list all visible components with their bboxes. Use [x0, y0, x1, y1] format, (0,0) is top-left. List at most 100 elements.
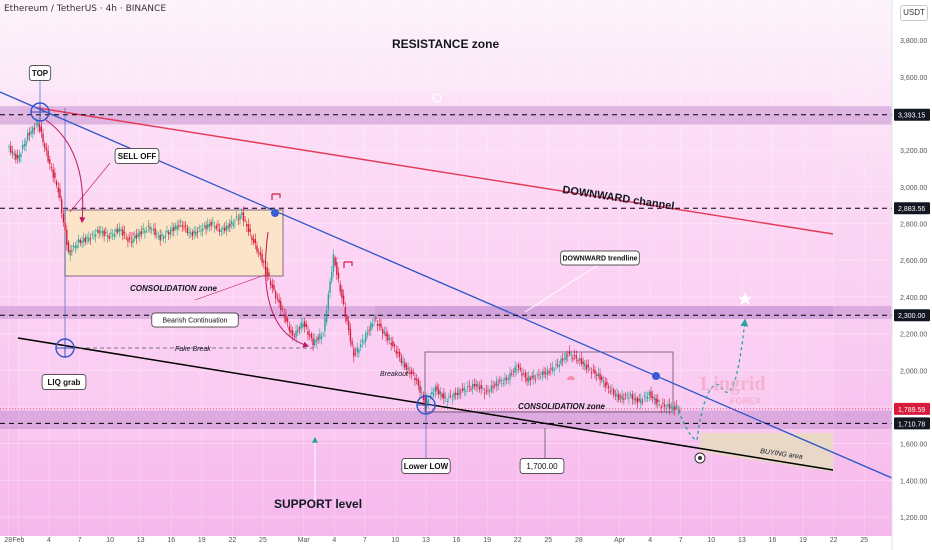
candle-body: [529, 377, 532, 381]
candle-body: [312, 338, 314, 346]
candle-body: [460, 392, 462, 394]
candle-body: [618, 394, 620, 400]
consolidation-zone-1-label: CONSOLIDATION zone: [130, 284, 218, 293]
candle-body: [410, 370, 413, 374]
candle-body: [247, 224, 250, 233]
y-tick-label: 3,800.00: [900, 38, 927, 45]
candle-body: [400, 357, 403, 363]
candle-body: [252, 238, 255, 243]
candle-body: [587, 364, 589, 368]
candle-body: [13, 152, 15, 156]
candle-body: [25, 140, 27, 146]
candle-body: [534, 378, 537, 380]
candle-body: [376, 323, 379, 327]
candle-body: [494, 384, 496, 386]
lower-low-label-box: [401, 458, 451, 474]
candle-body: [517, 364, 520, 368]
candle-body: [446, 401, 448, 403]
candle-body: [320, 336, 323, 340]
candle-body: [342, 295, 345, 305]
candle-body: [132, 239, 134, 243]
candle-body: [614, 394, 617, 396]
candle-body: [305, 323, 307, 327]
candle-body: [592, 369, 594, 371]
candle-body: [575, 355, 577, 359]
support-level-label: SUPPORT level: [274, 497, 362, 511]
candle-body: [570, 354, 572, 356]
candle-body: [395, 350, 397, 354]
candle-body: [419, 385, 421, 393]
candle-body: [213, 226, 216, 228]
candle-body: [123, 231, 126, 234]
candle-body: [638, 398, 640, 401]
candle-body: [341, 289, 343, 298]
candle-body: [516, 369, 518, 371]
candle-body: [480, 384, 482, 389]
candle-body: [670, 407, 673, 408]
candle-body: [302, 323, 304, 328]
touch-point-2: [652, 372, 660, 380]
candle-body: [122, 229, 124, 236]
candle-body: [171, 228, 173, 232]
candle-body: [93, 235, 95, 237]
candle-body: [370, 323, 372, 331]
x-tick-label: 7: [363, 537, 367, 544]
candle-body: [451, 398, 454, 400]
sell-off-arrow: [45, 119, 86, 224]
candle-body: [648, 391, 651, 396]
candle-body: [538, 374, 540, 376]
price-label-0: 3,393.15: [898, 113, 925, 120]
candle-body: [234, 221, 236, 223]
candle-body: [505, 377, 508, 380]
x-tick-label: 19: [198, 537, 206, 544]
candle-body: [273, 285, 275, 290]
candle-body: [329, 281, 331, 294]
star-icon: [738, 292, 752, 305]
candle-body: [657, 399, 659, 402]
breakout-label: Breakout: [380, 371, 409, 378]
candle-body: [539, 376, 542, 378]
candle-body: [327, 293, 330, 310]
currency-button[interactable]: USDT: [900, 5, 928, 21]
candle-body: [55, 181, 58, 186]
candle-body: [79, 239, 82, 244]
candle-body: [509, 372, 511, 380]
candle-body: [339, 283, 341, 292]
candle-body: [397, 351, 399, 354]
candle-body: [500, 379, 503, 382]
candle-body: [210, 222, 212, 226]
candle-body: [468, 385, 470, 387]
price-label-box-3: [894, 402, 930, 415]
candle-body: [256, 245, 258, 252]
candle-body: [167, 232, 170, 235]
candle-body: [541, 371, 544, 376]
candle-body: [398, 351, 401, 357]
candle-body: [108, 236, 110, 239]
candle-body: [645, 396, 647, 398]
candle-body: [358, 349, 360, 353]
candle-body: [162, 236, 165, 239]
x-tick-label: 25: [860, 537, 868, 544]
candle-body: [672, 405, 674, 410]
candle-body: [161, 234, 163, 237]
logo-subtext: FOREX: [730, 396, 761, 406]
candle-body: [621, 395, 623, 400]
candle-body: [195, 232, 197, 236]
candles-group: [8, 117, 681, 416]
candle-body: [488, 391, 491, 393]
candle-body: [543, 371, 545, 375]
candle-body: [378, 324, 380, 326]
candle-body: [224, 227, 226, 231]
candle-body: [322, 334, 324, 335]
candle-body: [381, 329, 384, 334]
candle-body: [560, 358, 562, 364]
candle-body: [373, 319, 375, 321]
price-label-1: 2,883.56: [898, 206, 925, 213]
x-tick-label: 16: [769, 537, 777, 544]
candle-body: [149, 227, 151, 230]
candle-body: [154, 228, 156, 236]
candle-body: [120, 229, 122, 232]
candle-body: [106, 235, 109, 237]
